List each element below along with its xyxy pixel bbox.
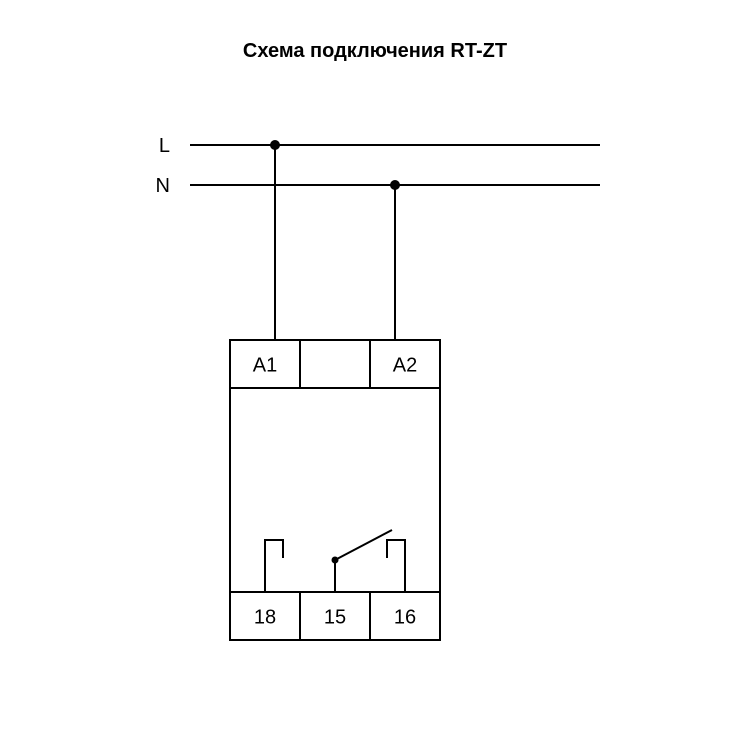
contact-nc-stub — [265, 540, 283, 592]
wiring-diagram: L N A1 A2 18 15 16 — [0, 0, 750, 750]
label-L: L — [159, 135, 170, 157]
terminal-15: 15 — [324, 606, 346, 628]
contact-pivot — [332, 557, 339, 564]
terminal-A2: A2 — [393, 354, 417, 376]
contact-arm — [335, 530, 392, 560]
node-L-tap — [270, 140, 280, 150]
node-N-tap — [390, 180, 400, 190]
contact-no-stub — [387, 540, 405, 592]
terminal-18: 18 — [254, 606, 276, 628]
terminal-A1: A1 — [253, 354, 277, 376]
terminal-16: 16 — [394, 606, 416, 628]
device-outline — [230, 340, 440, 640]
label-N: N — [156, 175, 170, 197]
